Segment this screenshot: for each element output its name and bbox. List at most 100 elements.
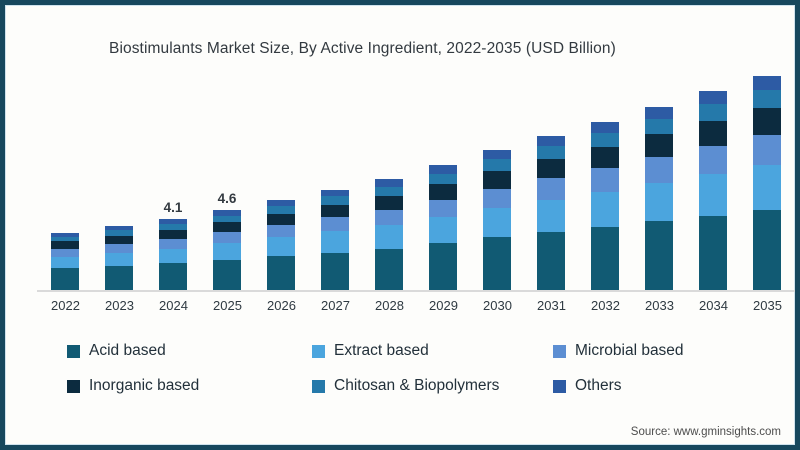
bar-segment-extract-based-2034 xyxy=(699,173,727,216)
bar-segment-acid-based-2025 xyxy=(213,260,241,290)
bar-segment-extract-based-2029 xyxy=(429,217,457,244)
bar-segment-inorganic-based-2035 xyxy=(753,107,781,135)
bar-segment-others-2031 xyxy=(537,136,565,147)
bar-2026 xyxy=(267,200,295,290)
bar-segment-chitosan-biopolymers-2031 xyxy=(537,146,565,160)
bar-segment-microbial-based-2028 xyxy=(375,209,403,226)
bar-segment-inorganic-based-2030 xyxy=(483,171,511,189)
legend-swatch-icon xyxy=(67,379,80,393)
bar-segment-acid-based-2023 xyxy=(105,266,133,290)
bar-segment-microbial-based-2031 xyxy=(537,178,565,201)
year-label-2028: 2028 xyxy=(375,298,404,313)
bar-segment-others-2026 xyxy=(267,200,295,207)
legend-item-microbial-based: Microbial based xyxy=(553,342,773,360)
bar-segment-chitosan-biopolymers-2033 xyxy=(645,118,673,135)
bar-segment-microbial-based-2022 xyxy=(51,248,79,257)
bar-segment-microbial-based-2026 xyxy=(267,224,295,238)
legend-label: Extract based xyxy=(334,342,429,359)
legend-swatch-icon xyxy=(553,344,566,358)
bar-2034 xyxy=(699,90,727,290)
bar-segment-acid-based-2029 xyxy=(429,243,457,290)
bar-segment-chitosan-biopolymers-2024 xyxy=(159,223,187,230)
bar-segment-inorganic-based-2025 xyxy=(213,222,241,233)
bar-2030 xyxy=(483,149,511,290)
bar-2029 xyxy=(429,165,457,290)
chart-title: Biostimulants Market Size, By Active Ing… xyxy=(109,40,616,57)
bar-segment-acid-based-2022 xyxy=(51,268,79,290)
bar-segment-others-2029 xyxy=(429,165,457,174)
legend-label: Microbial based xyxy=(575,342,684,359)
bar-segment-extract-based-2031 xyxy=(537,200,565,233)
bar-segment-others-2024 xyxy=(159,219,187,224)
bar-segment-others-2034 xyxy=(699,90,727,104)
bar-2031 xyxy=(537,136,565,290)
bar-segment-chitosan-biopolymers-2026 xyxy=(267,206,295,214)
bar-segment-inorganic-based-2023 xyxy=(105,235,133,244)
bar-segment-acid-based-2033 xyxy=(645,221,673,290)
year-label-2029: 2029 xyxy=(429,298,458,313)
plot-area: 4.1 4.6 xyxy=(37,65,795,292)
bar-segment-others-2033 xyxy=(645,106,673,119)
bar-segment-chitosan-biopolymers-2027 xyxy=(321,196,349,205)
bar-segment-inorganic-based-2032 xyxy=(591,147,619,169)
bar-segment-acid-based-2034 xyxy=(699,215,727,290)
bar-segment-extract-based-2022 xyxy=(51,256,79,269)
bar-segment-extract-based-2035 xyxy=(753,164,781,210)
bar-segment-acid-based-2032 xyxy=(591,227,619,290)
bar-segment-microbial-based-2027 xyxy=(321,217,349,232)
bar-segment-acid-based-2028 xyxy=(375,248,403,290)
bar-segment-acid-based-2031 xyxy=(537,232,565,290)
bar-segment-microbial-based-2023 xyxy=(105,243,133,253)
bar-segment-others-2023 xyxy=(105,225,133,231)
bar-segment-others-2035 xyxy=(753,75,781,90)
bar-segment-others-2022 xyxy=(51,233,79,237)
bar-segment-chitosan-biopolymers-2025 xyxy=(213,215,241,223)
year-label-2033: 2033 xyxy=(645,298,674,313)
bar-segment-microbial-based-2029 xyxy=(429,199,457,218)
bar-2025: 4.6 xyxy=(213,191,241,290)
bar-segment-inorganic-based-2029 xyxy=(429,184,457,200)
bar-segment-microbial-based-2032 xyxy=(591,168,619,192)
bar-segment-inorganic-based-2026 xyxy=(267,213,295,225)
bar-2028 xyxy=(375,179,403,290)
bar-segment-inorganic-based-2031 xyxy=(537,159,565,179)
bar-segment-extract-based-2033 xyxy=(645,182,673,222)
legend-swatch-icon xyxy=(312,344,325,358)
bar-2024: 4.1 xyxy=(159,200,187,290)
year-label-2026: 2026 xyxy=(267,298,296,313)
legend: Acid based Extract based Microbial based In… xyxy=(67,342,773,395)
year-label-2030: 2030 xyxy=(483,298,512,313)
bar-segment-inorganic-based-2024 xyxy=(159,229,187,239)
bar-segment-acid-based-2035 xyxy=(753,209,781,290)
legend-label: Inorganic based xyxy=(89,377,200,394)
legend-label: Others xyxy=(575,377,622,394)
bar-2027 xyxy=(321,189,349,290)
legend-item-others: Others xyxy=(553,377,773,395)
bar-segment-others-2027 xyxy=(321,189,349,197)
legend-item-inorganic-based: Inorganic based xyxy=(67,377,312,395)
bar-2032 xyxy=(591,122,619,290)
bar-segment-extract-based-2030 xyxy=(483,208,511,238)
legend-swatch-icon xyxy=(67,344,80,358)
bar-segment-extract-based-2025 xyxy=(213,243,241,261)
year-label-2032: 2032 xyxy=(591,298,620,313)
bar-segment-others-2032 xyxy=(591,122,619,134)
bar-segment-extract-based-2032 xyxy=(591,191,619,227)
year-label-2023: 2023 xyxy=(105,298,134,313)
legend-item-extract-based: Extract based xyxy=(312,342,553,360)
year-label-2035: 2035 xyxy=(753,298,782,313)
source-credit: Source: www.gminsights.com xyxy=(630,426,781,438)
bar-segment-acid-based-2024 xyxy=(159,263,187,290)
bar-segment-acid-based-2030 xyxy=(483,237,511,290)
bar-segment-extract-based-2028 xyxy=(375,225,403,249)
bar-segment-chitosan-biopolymers-2032 xyxy=(591,133,619,148)
year-label-2027: 2027 xyxy=(321,298,350,313)
legend-item-acid-based: Acid based xyxy=(67,342,312,360)
bar-segment-acid-based-2027 xyxy=(321,252,349,290)
bar-segment-chitosan-biopolymers-2029 xyxy=(429,173,457,185)
bar-segment-chitosan-biopolymers-2034 xyxy=(699,103,727,121)
x-axis-labels: 2022 2023 2024 2025 2026 2027 2028 2029 2030 2031… xyxy=(37,298,795,313)
bar-segment-microbial-based-2033 xyxy=(645,157,673,183)
bar-segment-others-2025 xyxy=(213,210,241,216)
